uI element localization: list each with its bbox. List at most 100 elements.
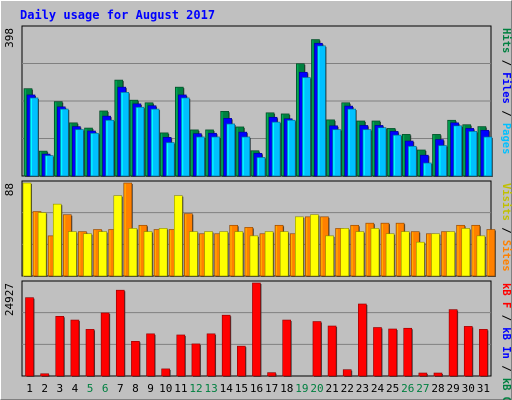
bar-visits-day-14 <box>219 231 229 277</box>
bar-kb-f-day-8 <box>131 341 141 377</box>
bar-pages-day-5 <box>90 132 100 177</box>
bar-pages-day-20 <box>317 45 327 178</box>
x-label-day-20: 20 <box>310 382 323 395</box>
bar-kb-f-day-7 <box>115 289 126 377</box>
bar-kb-f-day-20 <box>312 321 322 377</box>
legend-label: Hits / Files / Pages <box>500 28 512 154</box>
bar-kb-f-day-30 <box>463 326 474 377</box>
bar-visits-day-9 <box>143 231 154 277</box>
x-label-day-19: 19 <box>295 382 308 395</box>
bar-visits-day-31 <box>476 235 486 277</box>
bar-pages-day-30 <box>468 131 478 177</box>
bar-pages-day-7 <box>120 92 130 177</box>
bar-pages-day-31 <box>483 136 493 177</box>
bar-pages-day-26 <box>407 145 418 177</box>
bar-kb-f-day-24 <box>373 327 383 377</box>
bar-kb-f-day-3 <box>55 316 65 377</box>
bar-pages-day-8 <box>135 106 145 177</box>
panel-kbin-kbout-kbf: 24927 kB F / kB In / kB Out <box>3 280 512 400</box>
x-label-day-27: 27 <box>416 382 429 395</box>
x-label-day-14: 14 <box>220 382 234 395</box>
bar-kb-f-day-21 <box>327 325 338 377</box>
bar-kb-f-day-2 <box>40 373 50 377</box>
bar-kb-f-day-16 <box>252 282 262 377</box>
bar-pages-day-14 <box>226 123 236 177</box>
bar-kb-f-day-28 <box>433 372 443 377</box>
x-label-day-12: 12 <box>189 382 202 395</box>
bar-kb-f-day-17 <box>267 372 277 377</box>
x-label-day-23: 23 <box>356 382 369 395</box>
bar-kb-f-day-9 <box>146 333 156 377</box>
bar-visits-day-6 <box>98 231 108 277</box>
bar-visits-day-15 <box>234 231 244 277</box>
bar-visits-day-16 <box>249 235 259 277</box>
bar-kb-f-day-31 <box>479 329 489 377</box>
y-max-label: 24927 <box>3 283 16 316</box>
bar-visits-day-30 <box>461 228 471 277</box>
bar-visits-day-13 <box>204 231 214 277</box>
bar-pages-day-9 <box>150 108 161 177</box>
x-label-day-16: 16 <box>250 382 263 395</box>
x-label-day-1: 1 <box>26 382 33 395</box>
panel-visits-sites: 88 Visits / Sites <box>3 180 512 277</box>
x-label-day-26: 26 <box>401 382 414 395</box>
bar-visits-day-19 <box>295 216 305 277</box>
bar-kb-f-day-12 <box>191 343 201 377</box>
bar-pages-day-24 <box>377 127 387 177</box>
y-max-label: 88 <box>3 183 16 196</box>
x-label-day-9: 9 <box>147 382 154 395</box>
bar-pages-day-28 <box>438 145 448 177</box>
bar-kb-f-day-13 <box>206 333 217 377</box>
x-label-day-13: 13 <box>204 382 217 395</box>
bar-visits-day-7 <box>113 195 123 277</box>
bar-visits-day-3 <box>52 203 63 277</box>
bar-pages-day-19 <box>302 77 312 177</box>
bar-visits-day-24 <box>370 228 380 277</box>
bar-visits-day-21 <box>325 235 335 277</box>
chart-title: Daily usage for August 2017 <box>20 8 215 22</box>
x-label-day-30: 30 <box>462 382 475 395</box>
x-label-day-7: 7 <box>117 382 124 395</box>
bar-kb-f-day-29 <box>448 309 459 377</box>
bar-pages-day-4 <box>75 129 85 177</box>
x-label-day-25: 25 <box>386 382 399 395</box>
bar-pages-day-17 <box>271 121 282 177</box>
bar-kb-f-day-6 <box>100 312 111 377</box>
x-label-day-5: 5 <box>87 382 94 395</box>
bar-visits-day-2 <box>37 212 48 277</box>
bar-visits-day-8 <box>128 228 138 277</box>
bar-pages-day-23 <box>362 129 372 177</box>
bar-visits-day-1 <box>22 182 32 277</box>
bar-pages-day-6 <box>105 119 115 177</box>
bar-pages-day-29 <box>453 125 463 177</box>
legend-label: kB F / kB In / kB Out <box>500 283 512 400</box>
bar-kb-f-day-14 <box>221 314 232 377</box>
bar-visits-day-10 <box>158 228 169 277</box>
bar-sites-day-31 <box>486 229 496 277</box>
x-label-day-31: 31 <box>477 382 490 395</box>
bar-kb-f-day-22 <box>342 369 353 377</box>
x-label-day-6: 6 <box>102 382 109 395</box>
bar-kb-f-day-11 <box>176 334 186 377</box>
panel-hits-files-pages: 398 Hits / Files / Pages <box>3 25 512 178</box>
x-axis-labels: 1 2 3 4 5 6 7 8 9 10 11 12 13 14 15 16 17 18 19 20 21 22 23 24 2… <box>26 382 490 395</box>
bar-visits-day-22 <box>340 228 350 277</box>
bar-pages-day-22 <box>347 108 357 177</box>
bar-visits-day-18 <box>279 231 290 277</box>
x-label-day-21: 21 <box>326 382 339 395</box>
bar-pages-day-2 <box>44 155 55 177</box>
bar-kb-f-day-25 <box>388 328 398 377</box>
bar-pages-day-18 <box>286 119 297 177</box>
bar-visits-day-4 <box>68 231 78 277</box>
bar-pages-day-10 <box>165 142 176 177</box>
legend-label: Visits / Sites <box>500 183 512 272</box>
bar-kb-f-day-15 <box>237 345 247 377</box>
bar-visits-day-12 <box>189 231 199 277</box>
bar-visits-day-25 <box>385 233 396 277</box>
x-label-day-2: 2 <box>41 382 48 395</box>
x-label-day-29: 29 <box>447 382 460 395</box>
x-label-day-17: 17 <box>265 382 278 395</box>
x-label-day-8: 8 <box>132 382 139 395</box>
bar-visits-day-23 <box>355 231 365 277</box>
